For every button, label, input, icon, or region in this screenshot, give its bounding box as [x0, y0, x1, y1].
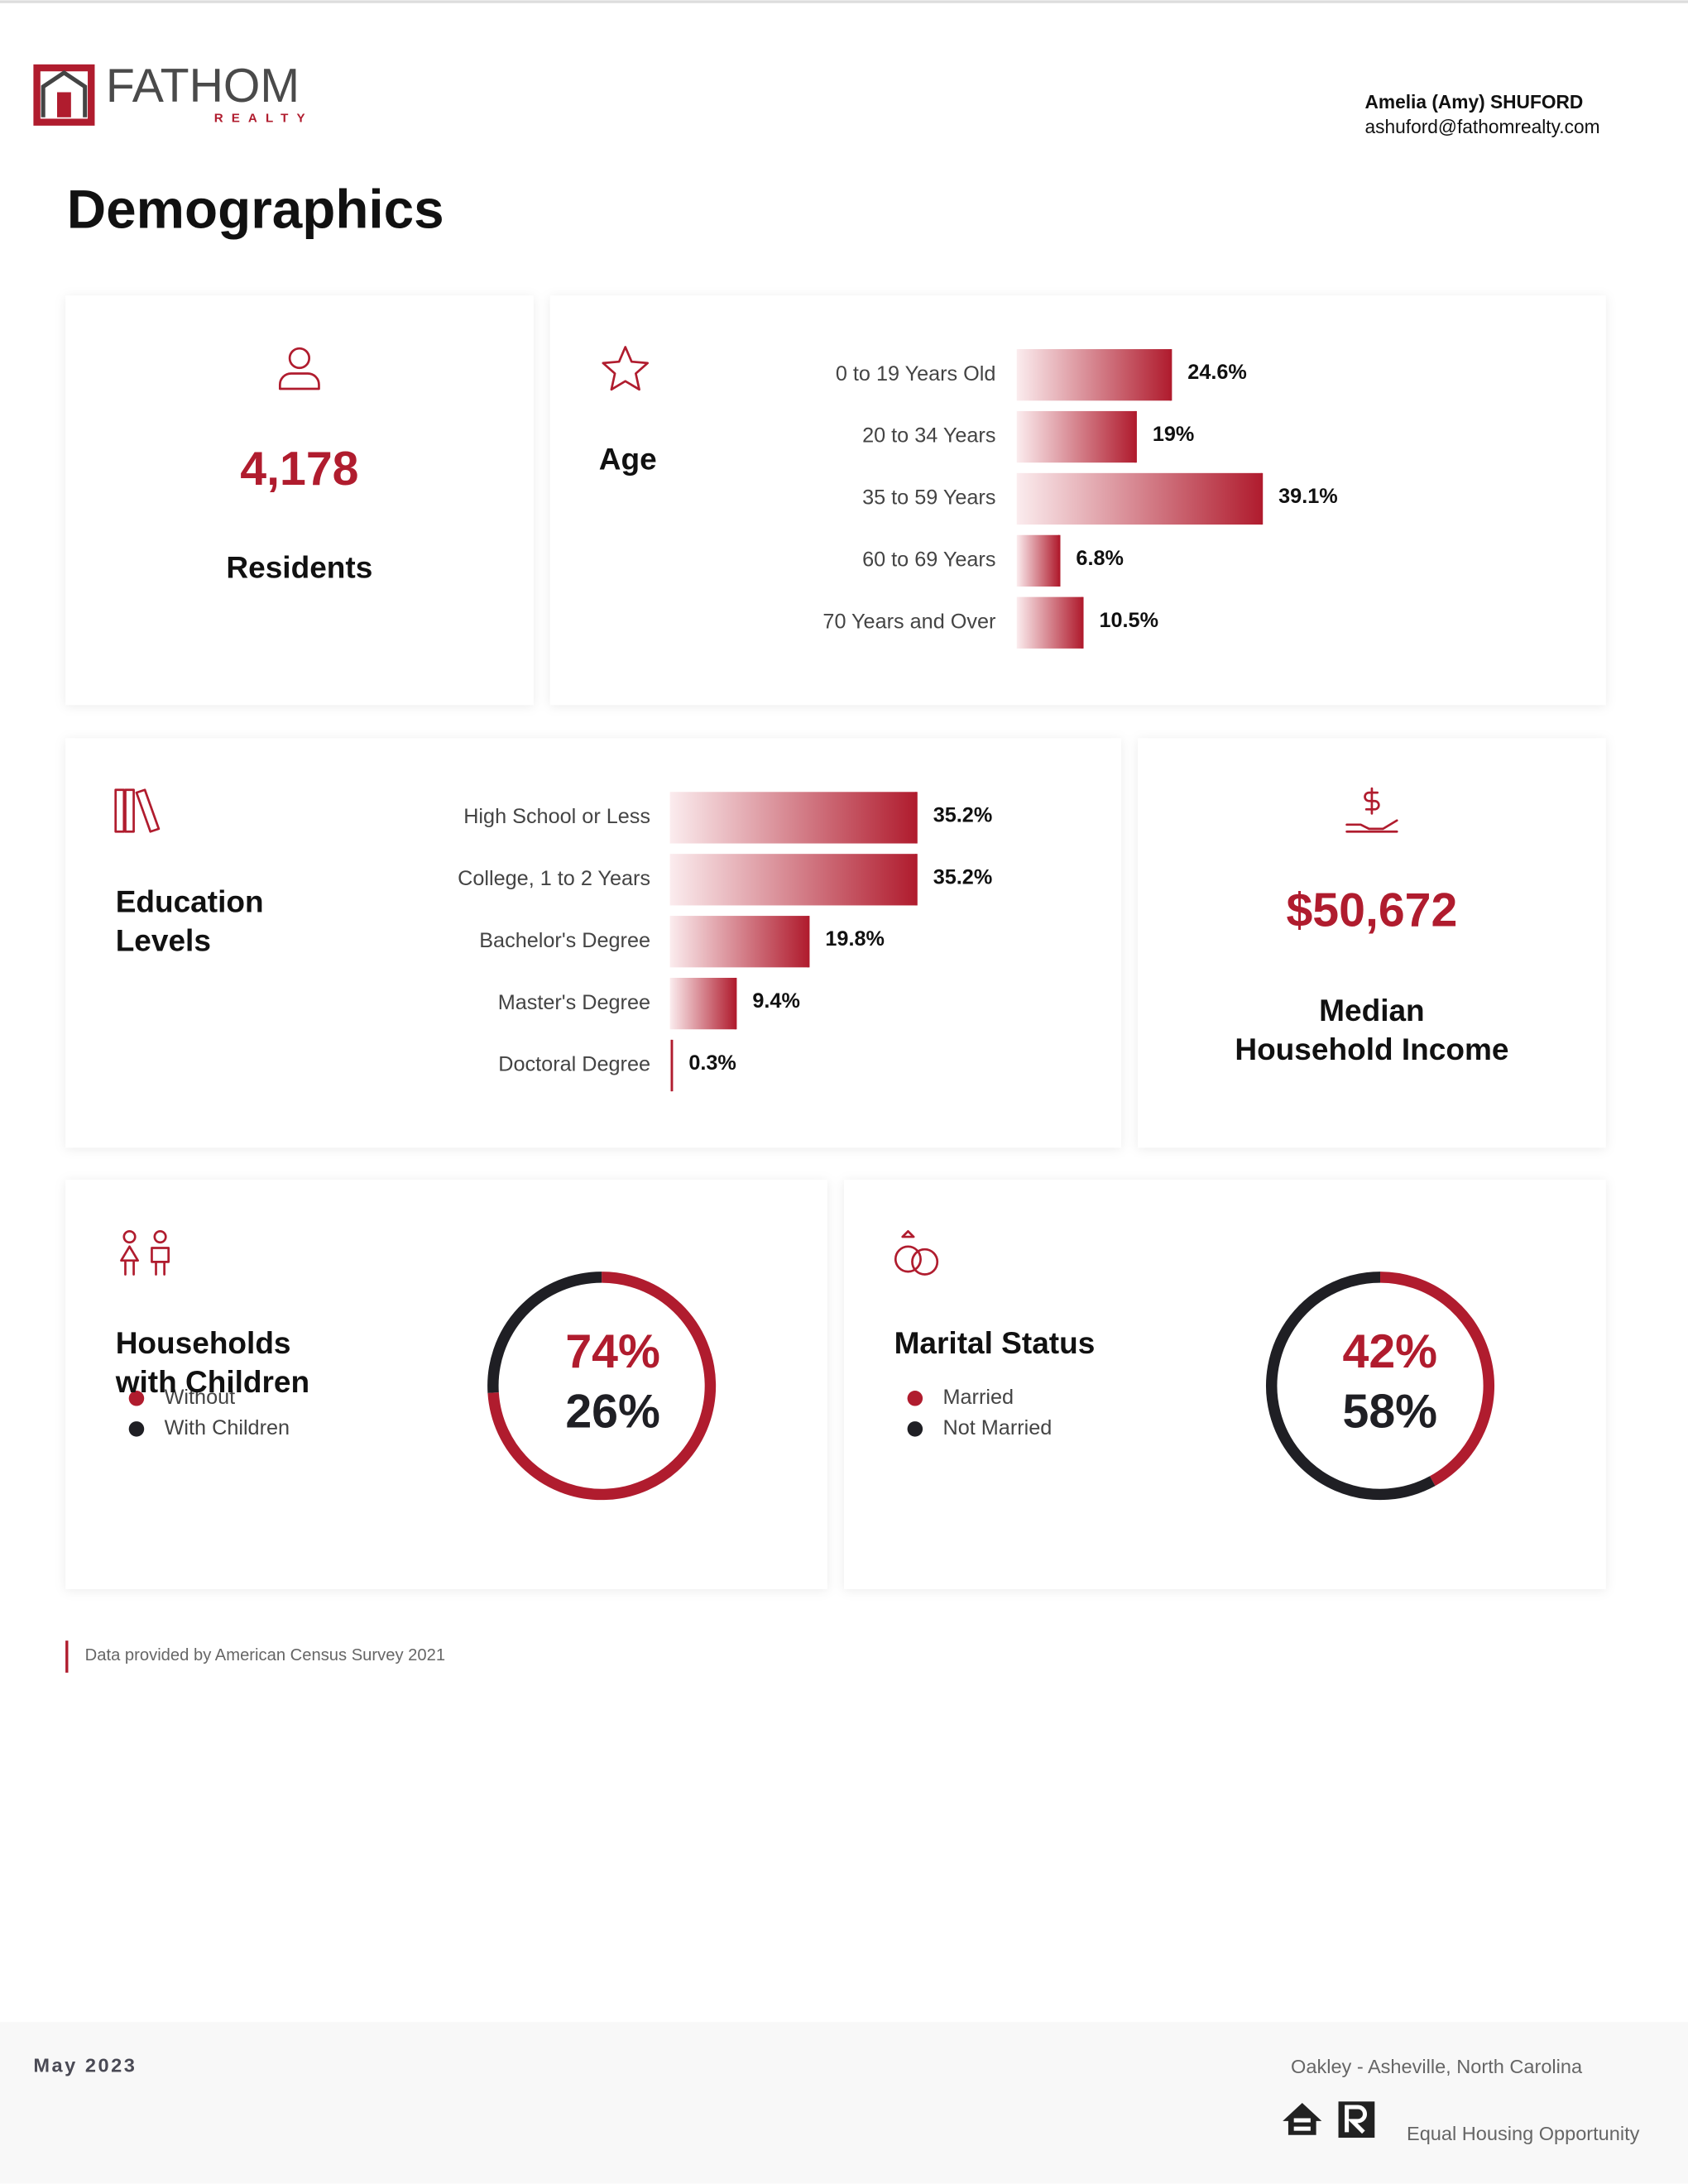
category-label: 20 to 34 Years: [862, 424, 995, 448]
donut-label: 58%: [1343, 1386, 1438, 1439]
legend-dot: [128, 1421, 145, 1437]
value-label: 39.1%: [1278, 485, 1338, 508]
chart-title: with Children: [115, 1364, 309, 1399]
donut-label: 26%: [565, 1386, 660, 1439]
chart-title: Education: [116, 884, 264, 919]
donut-segment: [1380, 1272, 1495, 1487]
footer-date: May 2023: [33, 2054, 137, 2076]
card: [65, 295, 534, 706]
bar: [1016, 349, 1172, 401]
bar: [669, 1039, 673, 1092]
equal-housing-icon: [1283, 2102, 1322, 2135]
category-label: Bachelor's Degree: [479, 929, 650, 952]
category-label: 35 to 59 Years: [862, 486, 995, 510]
page-title: Demographics: [67, 179, 444, 239]
card: [65, 738, 1121, 1148]
card: [844, 1180, 1606, 1589]
value-label: 19.8%: [825, 927, 885, 951]
donut-label: 74%: [565, 1325, 660, 1378]
star-icon: [602, 346, 650, 391]
legend-label: Married: [943, 1386, 1014, 1409]
category-label: Master's Degree: [498, 991, 650, 1014]
realtor-icon: [1338, 2101, 1375, 2138]
category-label: Doctoral Degree: [498, 1053, 650, 1076]
value-label: 35.2%: [933, 865, 993, 888]
bar: [1016, 596, 1083, 649]
value-label: 10.5%: [1099, 609, 1158, 632]
chart-title: Levels: [116, 923, 211, 958]
logo-tagline: REALTY: [214, 111, 314, 125]
donut-segment: [1266, 1272, 1436, 1501]
category-label: 70 Years and Over: [822, 610, 995, 633]
source-rule: [65, 1640, 69, 1673]
bar: [669, 854, 917, 906]
income-icon: [1345, 787, 1398, 833]
equal-housing: Equal Housing Opportunity: [1407, 2123, 1640, 2144]
value-label: 35.2%: [933, 803, 993, 826]
category-label: 0 to 19 Years Old: [836, 362, 996, 386]
category-label: 60 to 69 Years: [862, 548, 995, 572]
residents-value: 4,178: [240, 443, 358, 496]
family-icon: [120, 1229, 170, 1276]
legend-label: With Children: [165, 1416, 290, 1439]
legend-label: Without: [165, 1386, 236, 1409]
income-label: Median: [1319, 993, 1425, 1027]
person-icon: [278, 347, 320, 390]
donut-segment: [487, 1272, 602, 1393]
bar: [669, 916, 809, 968]
value-label: 9.4%: [752, 989, 800, 1013]
card: [65, 1180, 827, 1589]
value-label: 19%: [1153, 423, 1195, 446]
value-label: 6.8%: [1076, 547, 1124, 570]
chart-title: Households: [116, 1325, 291, 1360]
bar: [1016, 410, 1136, 463]
legend-dot: [907, 1421, 923, 1437]
bar: [669, 792, 917, 844]
legend-label: Not Married: [943, 1416, 1053, 1439]
source: Data provided by American Census Survey …: [85, 1646, 445, 1664]
footer: [0, 2022, 1688, 2184]
logo-name: FATHOM: [106, 60, 300, 113]
logo: FATHOM REALTY: [33, 60, 314, 126]
legend-dot: [128, 1391, 145, 1406]
bar: [1016, 534, 1060, 587]
value-label: 24.6%: [1187, 361, 1247, 384]
agent-name: Amelia (Amy) SHUFORD: [1365, 91, 1584, 113]
category-label: High School or Less: [463, 805, 650, 828]
donut-segment: [487, 1272, 717, 1501]
agent-email: ashuford@fathomrealty.com: [1365, 116, 1600, 137]
value-label: 0.3%: [688, 1051, 736, 1075]
category-label: College, 1 to 2 Years: [458, 867, 650, 890]
chart-title: Marital Status: [894, 1325, 1096, 1360]
legend-dot: [907, 1391, 923, 1406]
rings-icon: [894, 1229, 939, 1276]
residents-label: Residents: [226, 550, 372, 585]
bar: [1016, 472, 1262, 525]
chart-title: Age: [599, 441, 657, 476]
income-label: Household Income: [1235, 1032, 1508, 1066]
footer-location: Oakley - Asheville, North Carolina: [1291, 2056, 1583, 2077]
income-value: $50,672: [1286, 884, 1457, 937]
donut-label: 42%: [1343, 1325, 1438, 1378]
books-icon: [114, 788, 161, 833]
bar: [669, 977, 736, 1030]
